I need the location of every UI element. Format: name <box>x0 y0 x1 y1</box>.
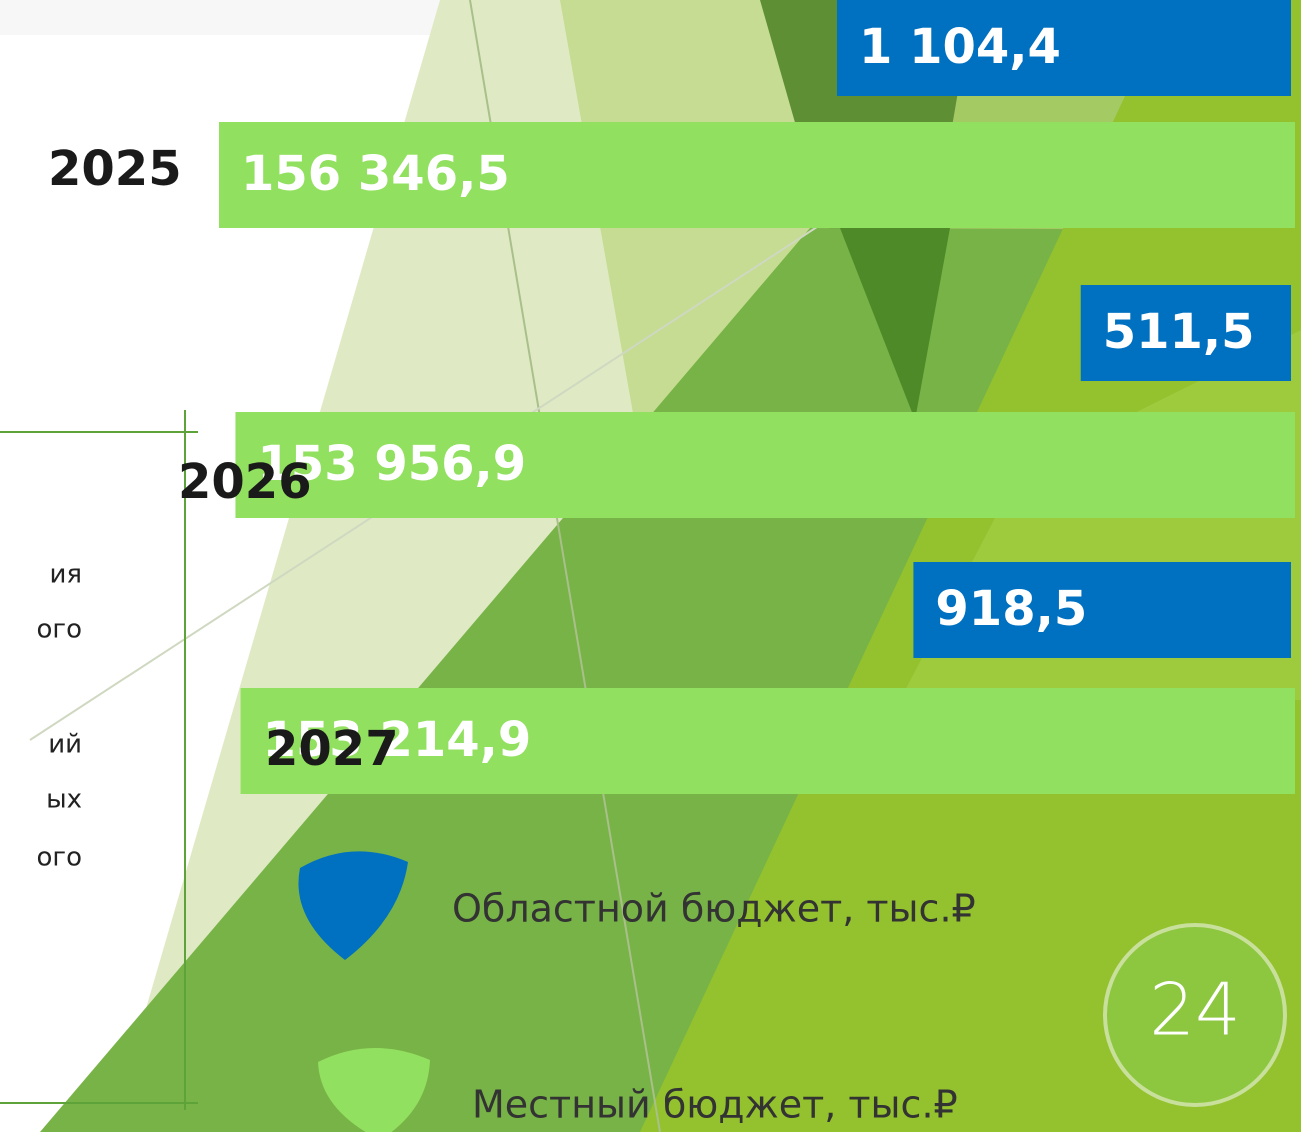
value-label: 511,5 <box>1103 304 1255 360</box>
text-fragment: ого <box>37 843 82 873</box>
value-label: 153 214,9 <box>263 712 532 768</box>
legend: Областной бюджет, тыс.₽ Местный бюджет, … <box>298 851 976 1132</box>
value-label: 153 956,9 <box>257 436 526 492</box>
bar <box>837 0 1291 96</box>
bar <box>219 122 1295 228</box>
bar <box>240 688 1296 794</box>
legend-label: Местный бюджет, тыс.₽ <box>472 1083 958 1127</box>
bar <box>913 562 1291 658</box>
text-fragment: ия <box>49 560 82 590</box>
value-label: 918,5 <box>935 581 1087 637</box>
legend-swatch <box>298 851 408 960</box>
text-fragment: ых <box>46 785 82 815</box>
category-label: 2025 <box>48 141 182 197</box>
legend-label: Областной бюджет, тыс.₽ <box>452 887 976 931</box>
page-number: 24 <box>1149 968 1241 1052</box>
category-label: 2027 <box>265 721 399 777</box>
legend-swatch <box>318 1048 430 1132</box>
bar <box>1080 285 1291 381</box>
category-label: 2026 <box>178 454 312 510</box>
value-label: 156 346,5 <box>241 146 510 202</box>
left-panel <box>0 410 198 1110</box>
value-label: 1 104,4 <box>859 19 1061 75</box>
page-badge: 24 <box>1103 923 1287 1107</box>
bars: 1 104,4 511,5 918,5 156 346,5 153 956,9 153 2… <box>219 0 1296 794</box>
bar <box>235 412 1296 518</box>
text-fragment: ого <box>37 615 82 645</box>
text-fragment: ий <box>48 730 82 760</box>
